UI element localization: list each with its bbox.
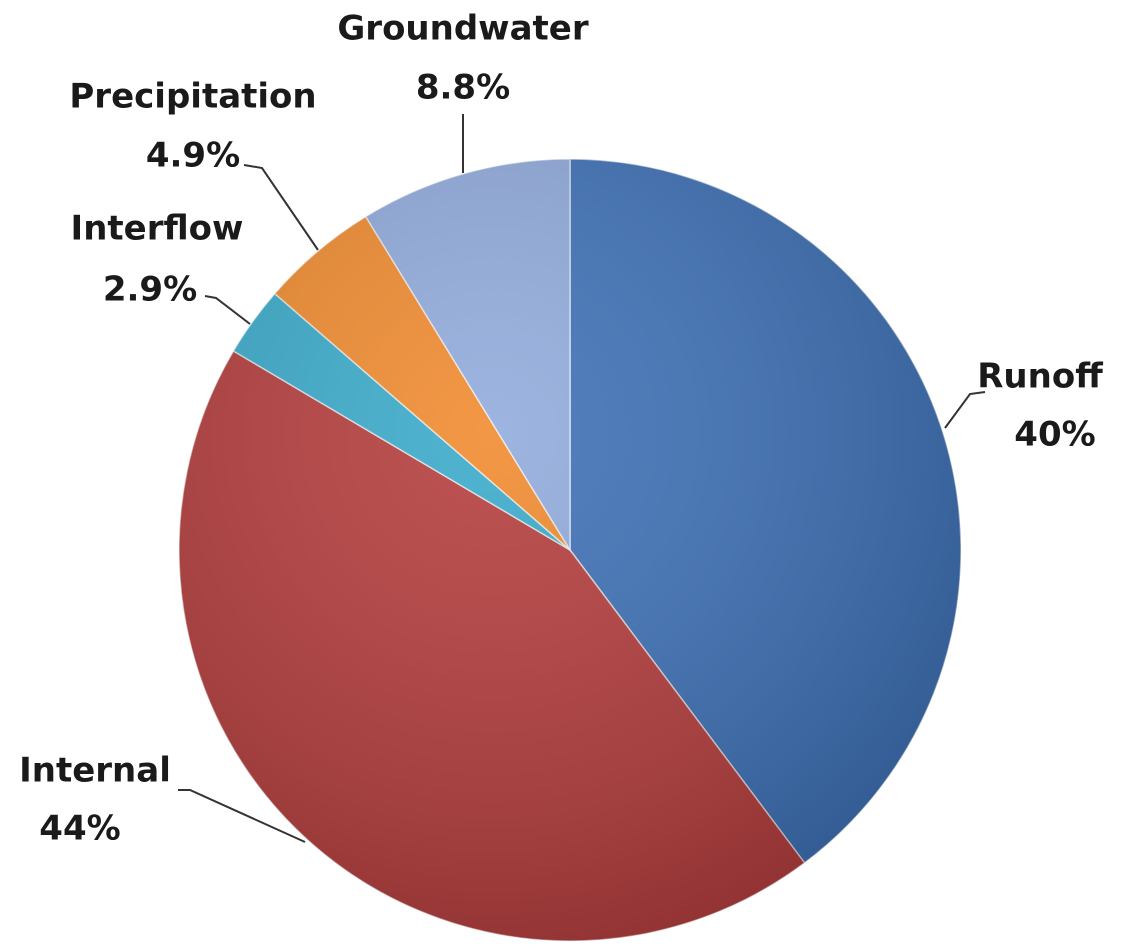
leader-line xyxy=(944,391,986,429)
slice-name: Interflow xyxy=(71,209,244,249)
value-label: 8.8% xyxy=(416,68,510,108)
leader-line xyxy=(204,295,251,325)
slice-name: Internal xyxy=(19,751,171,791)
value-label: 4.9% xyxy=(146,136,240,176)
pie xyxy=(178,158,962,942)
slice-name: Runoff xyxy=(977,357,1103,397)
leader-line xyxy=(243,164,319,251)
slice-name: Precipitation xyxy=(69,77,316,117)
labels: Runoff 40% Internal 44% Interflow 2.9% Precipi… xyxy=(19,9,1103,849)
slice-name: Groundwater xyxy=(337,9,588,49)
leader-line xyxy=(178,789,306,843)
value-label: 44% xyxy=(39,809,120,849)
value-label: 2.9% xyxy=(103,270,197,310)
value-label: 40% xyxy=(1014,415,1095,455)
